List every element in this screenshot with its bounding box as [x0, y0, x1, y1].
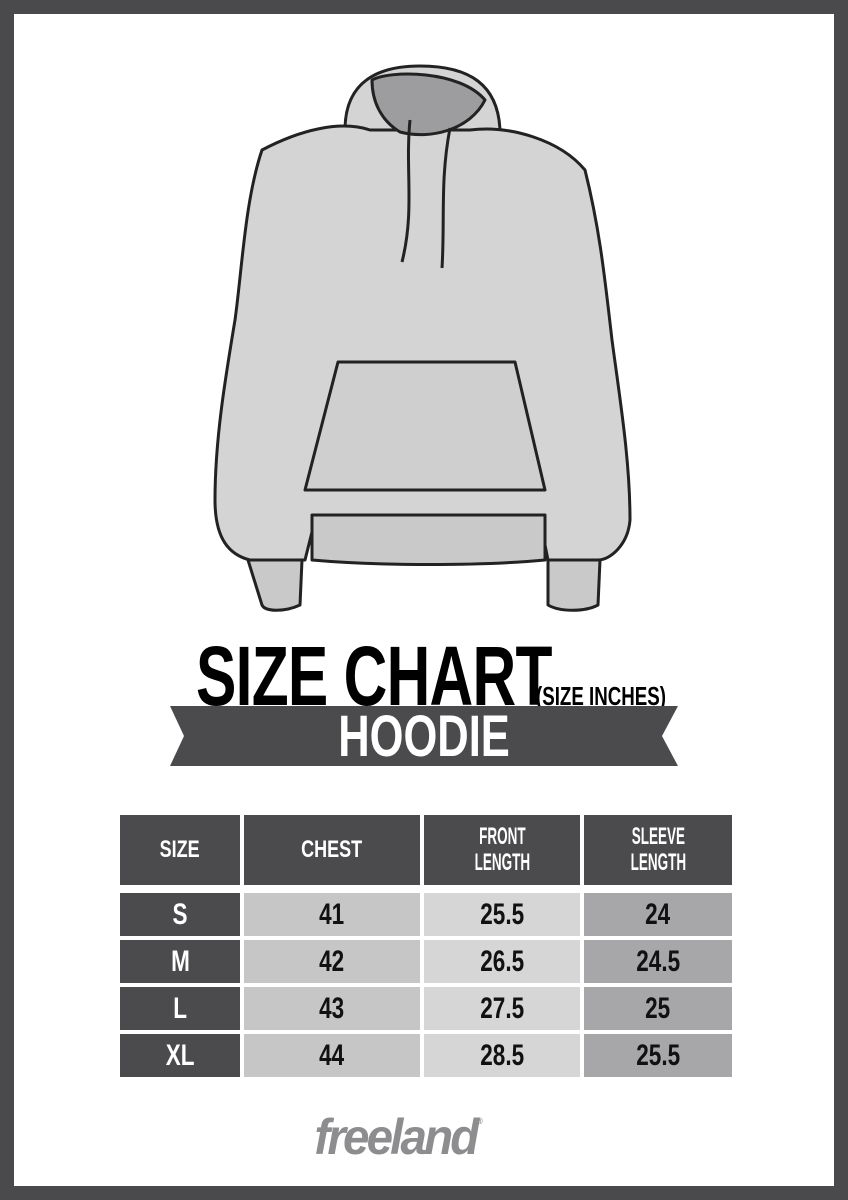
sleeve-length-cell: 25 [584, 987, 732, 1030]
size-cell: M [120, 940, 240, 983]
size-table: SIZE CHEST FRONT LENGTH SLEEVE LENGTH S 41 2… [116, 811, 736, 1081]
front-length-cell: 27.5 [424, 987, 580, 1030]
chest-cell: 43 [244, 987, 420, 1030]
header-front-length: FRONT LENGTH [424, 815, 580, 885]
front-length-cell: 26.5 [424, 940, 580, 983]
product-name: HOODIE [338, 704, 510, 769]
front-length-cell: 28.5 [424, 1034, 580, 1077]
table-row: L 43 27.5 25 [120, 987, 732, 1030]
header-chest: CHEST [244, 815, 420, 885]
size-cell: S [120, 893, 240, 936]
chest-cell: 44 [244, 1034, 420, 1077]
table-row: XL 44 28.5 25.5 [120, 1034, 732, 1077]
product-banner: HOODIE [170, 704, 678, 769]
sleeve-length-cell: 24 [584, 893, 732, 936]
chest-cell: 41 [244, 893, 420, 936]
table-header-row: SIZE CHEST FRONT LENGTH SLEEVE LENGTH [120, 815, 732, 885]
hoodie-illustration [213, 64, 632, 612]
chest-cell: 42 [244, 940, 420, 983]
size-cell: XL [120, 1034, 240, 1077]
sleeve-length-cell: 24.5 [584, 940, 732, 983]
sleeve-length-cell: 25.5 [584, 1034, 732, 1077]
table-row: M 42 26.5 24.5 [120, 940, 732, 983]
brand-logo: freeland® [314, 1109, 483, 1165]
header-size: SIZE [120, 815, 240, 885]
header-sleeve-length: SLEEVE LENGTH [584, 815, 732, 885]
front-length-cell: 25.5 [424, 893, 580, 936]
size-cell: L [120, 987, 240, 1030]
table-row: S 41 25.5 24 [120, 893, 732, 936]
ribbon-shape [170, 706, 678, 766]
